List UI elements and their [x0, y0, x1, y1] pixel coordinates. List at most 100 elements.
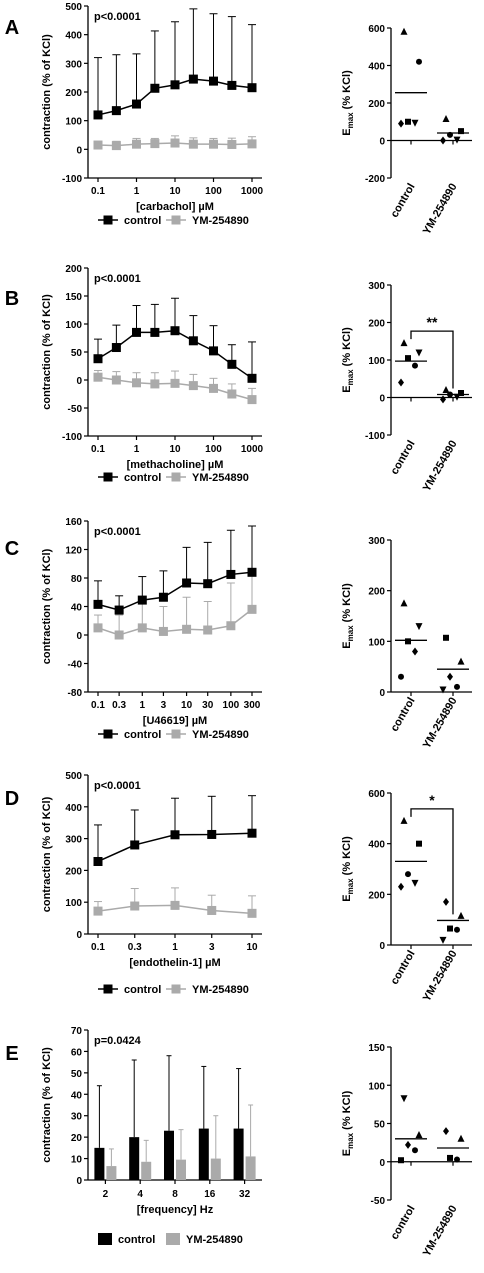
data-point [132, 327, 141, 337]
data-point [93, 110, 103, 120]
panel-A-emax-chart: -200 0 200 400 600 Emax (% KCl) control YM-2548… [341, 24, 472, 237]
x-tick-label: 4 [137, 1189, 143, 1200]
panel-label-B: B [5, 288, 19, 310]
series-control [93, 795, 257, 866]
data-point [443, 634, 449, 641]
data-point [415, 623, 423, 631]
x-tick-label: 10 [246, 942, 258, 953]
y-tick-label: 300 [65, 59, 82, 70]
bar-ym-254890 [210, 1158, 221, 1180]
legend-marker-ym-254890 [171, 472, 181, 482]
data-point [188, 381, 198, 391]
data-point [209, 76, 218, 86]
data-point [130, 840, 140, 850]
x-tick-label: 3 [161, 700, 167, 711]
data-point [415, 1130, 423, 1138]
category-label: control [389, 439, 418, 477]
y-tick-label: 100 [368, 1081, 385, 1092]
y-tick-label: 200 [65, 866, 82, 877]
x-tick-label: 300 [244, 700, 261, 711]
y-axis-label: Emax (% KCl) [341, 1090, 355, 1156]
y-axis-label: Emax (% KCl) [341, 70, 355, 136]
data-point [416, 58, 422, 65]
y-tick-label: 0 [76, 1176, 82, 1187]
bar-ym-254890 [141, 1161, 152, 1180]
y-tick-label: 10 [71, 1155, 83, 1166]
y-tick-label: 0 [76, 631, 82, 642]
data-point [137, 595, 147, 605]
data-point [458, 128, 464, 135]
data-point [398, 882, 404, 891]
y-tick-label: 100 [65, 898, 82, 909]
y-tick-label: 400 [368, 840, 385, 851]
data-point [400, 339, 408, 347]
data-point [150, 139, 160, 149]
data-point [247, 83, 257, 93]
significance-marker: * [429, 792, 435, 808]
data-point [454, 926, 460, 933]
data-point [188, 336, 198, 346]
series-ym-254890 [93, 369, 257, 405]
y-tick-label: -50 [68, 404, 83, 415]
x-tick-label: 3 [209, 942, 215, 953]
x-tick-label: 10 [169, 186, 181, 197]
y-tick-label: 100 [65, 117, 82, 128]
data-point [227, 139, 237, 149]
data-point [130, 901, 140, 911]
legend-marker-ym-254890 [166, 1233, 180, 1245]
bar-ym-254890 [106, 1166, 117, 1180]
bar-control [198, 1128, 209, 1180]
significance-bracket [410, 808, 454, 915]
x-tick-label: 32 [239, 1189, 251, 1200]
y-tick-label: 200 [368, 587, 385, 598]
category-label: control [389, 696, 418, 734]
data-point [247, 908, 257, 918]
y-tick-label: 200 [65, 264, 82, 275]
data-point [411, 879, 419, 887]
panel-D-emax-chart: 0 200 400 600 Emax (% KCl) control YM-254890 * [341, 789, 472, 1004]
p-value-annotation: p<0.0001 [94, 273, 141, 285]
y-tick-label: 160 [65, 517, 82, 528]
y-tick-label: -40 [68, 660, 83, 671]
x-tick-label: 0.3 [112, 700, 126, 711]
data-point [150, 379, 160, 389]
y-tick-label: 300 [65, 835, 82, 846]
data-point [170, 830, 180, 840]
y-tick-label: 300 [368, 536, 385, 547]
data-point [93, 599, 103, 609]
bar-control [164, 1130, 174, 1180]
data-point [182, 624, 192, 634]
data-point [209, 346, 218, 356]
y-tick-label: 50 [71, 348, 83, 359]
data-point [457, 911, 465, 919]
data-point [400, 27, 408, 35]
y-axis-label: contraction (% of KCl) [41, 548, 53, 664]
data-point [150, 83, 160, 93]
data-point [227, 389, 237, 399]
legend: control YM-254890 [98, 729, 249, 741]
data-point [398, 1157, 404, 1164]
y-tick-label: 0 [379, 941, 385, 952]
data-point [209, 383, 218, 393]
data-point [453, 393, 461, 401]
data-point [440, 136, 446, 145]
x-tick-label: 0.1 [91, 942, 105, 953]
data-point [209, 139, 218, 149]
y-tick-label: 40 [71, 1090, 83, 1101]
bar-ym-254890 [176, 1159, 186, 1180]
data-point [398, 378, 404, 387]
x-tick-label: 10 [181, 700, 193, 711]
x-tick-label: 2 [103, 1189, 109, 1200]
data-point [411, 119, 419, 127]
y-tick-label: 200 [368, 890, 385, 901]
data-point [93, 906, 103, 916]
bar-control [233, 1128, 244, 1180]
data-point [170, 80, 180, 90]
data-point [405, 871, 411, 878]
data-point [207, 829, 217, 839]
legend: control YM-254890 [98, 215, 249, 227]
significance-bracket [410, 330, 454, 389]
data-point [412, 647, 418, 656]
x-tick-label: 1000 [241, 444, 264, 455]
y-tick-label: 70 [71, 1026, 83, 1037]
